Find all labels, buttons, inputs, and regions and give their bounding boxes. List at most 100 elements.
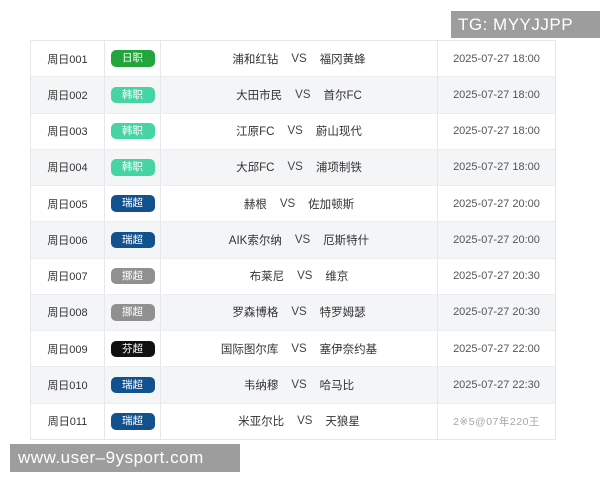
- home-team: 赫根: [243, 198, 267, 211]
- league-badge: 瑞超: [110, 195, 155, 212]
- match-code: 周日002: [31, 77, 105, 113]
- vs-label: VS: [297, 270, 313, 283]
- league-badge: 韩职: [110, 86, 155, 104]
- telegram-watermark-badge: TG: MYYJJPP: [451, 11, 600, 38]
- site-watermark-badge: www.user–9ysport.com: [10, 444, 240, 472]
- home-team: 浦和红钻: [232, 53, 279, 66]
- league-badge-cell: 芬超: [105, 331, 161, 367]
- match-code: 周日010: [31, 367, 105, 403]
- home-team: 国际图尔库: [220, 343, 279, 356]
- league-badge: 挪超: [110, 304, 155, 321]
- match-code: 周日008: [31, 294, 105, 331]
- league-badge-cell: 瑞超: [105, 186, 161, 222]
- match-teams: 布莱尼 VS 维京: [161, 258, 438, 294]
- home-team: 布莱尼: [249, 271, 285, 284]
- match-teams: 韦纳穆 VS 哈马比: [161, 367, 438, 403]
- table-row[interactable]: 周日009 芬超 国际图尔库 VS 塞伊奈约基 2025-07-27 22:00: [31, 331, 555, 368]
- match-time: 2025-07-27 22:00: [453, 342, 540, 355]
- vs-label: VS: [295, 88, 311, 101]
- match-time: 2025-07-27 20:00: [453, 233, 540, 246]
- league-badge-cell: 韩职: [105, 113, 161, 149]
- table-row[interactable]: 周日006 瑞超 AIK索尔纳 VS 厄斯特什 2025-07-27 20:00: [31, 222, 555, 259]
- match-time: 2025-07-27 20:30: [453, 306, 540, 319]
- table-row[interactable]: 周日011 瑞超 米亚尔比 VS 天狼星 2※5@07年220王: [31, 403, 555, 439]
- match-teams: 江原FC VS 蔚山现代: [161, 113, 438, 149]
- table-row[interactable]: 周日007 挪超 布莱尼 VS 维京 2025-07-27 20:30: [31, 258, 555, 295]
- table-row[interactable]: 周日010 瑞超 韦纳穆 VS 哈马比 2025-07-27 22:30: [31, 367, 555, 404]
- table-row[interactable]: 周日005 瑞超 赫根 VS 佐加顿斯 2025-07-27 20:00: [31, 186, 555, 223]
- vs-label: VS: [297, 415, 313, 428]
- away-team: 首尔FC: [323, 89, 362, 102]
- match-teams: 浦和红钻 VS 福冈黄蜂: [161, 41, 438, 77]
- away-team: 厄斯特什: [323, 234, 370, 247]
- match-time: 2025-07-27 18:00: [453, 88, 540, 101]
- match-time: 2025-07-27 18:00: [453, 125, 540, 138]
- league-badge-cell: 韩职: [105, 149, 161, 186]
- away-team: 蔚山现代: [315, 126, 362, 139]
- match-code: 周日005: [31, 186, 105, 222]
- vs-label: VS: [279, 197, 296, 210]
- away-team: 维京: [325, 271, 349, 284]
- league-badge-cell: 挪超: [105, 294, 161, 331]
- match-code: 周日001: [31, 41, 105, 77]
- away-team: 哈马比: [319, 380, 355, 393]
- match-teams: 大田市民 VS 首尔FC: [161, 77, 438, 113]
- match-code: 周日007: [31, 258, 105, 294]
- league-badge: 芬超: [110, 340, 155, 357]
- table-row[interactable]: 周日004 韩职 大邱FC VS 浦项制铁 2025-07-27 18:00: [31, 149, 555, 187]
- match-time: 2025-07-27 20:00: [453, 197, 540, 210]
- match-time: 2025-07-27 20:30: [453, 270, 540, 283]
- vs-label: VS: [291, 342, 307, 355]
- away-team: 特罗姆瑟: [319, 307, 366, 320]
- match-code: 周日006: [31, 222, 105, 258]
- league-badge: 韩职: [110, 159, 155, 176]
- vs-label: VS: [291, 306, 307, 319]
- league-badge: 韩职: [110, 122, 155, 140]
- match-code: 周日004: [31, 149, 105, 186]
- league-badge-cell: 日职: [105, 41, 161, 77]
- table-row[interactable]: 周日003 韩职 江原FC VS 蔚山现代 2025-07-27 18:00: [31, 113, 555, 150]
- vs-label: VS: [291, 52, 307, 65]
- league-badge-cell: 瑞超: [105, 222, 161, 258]
- league-badge: 挪超: [110, 267, 155, 285]
- league-badge: 瑞超: [110, 413, 155, 430]
- league-badge-cell: 瑞超: [105, 367, 161, 403]
- match-teams: 赫根 VS 佐加顿斯: [161, 186, 438, 222]
- away-team: 天狼星: [325, 416, 360, 429]
- match-teams: 国际图尔库 VS 塞伊奈约基: [161, 331, 438, 367]
- vs-label: VS: [294, 233, 311, 246]
- match-teams: 大邱FC VS 浦项制铁: [161, 149, 438, 186]
- vs-label: VS: [287, 161, 303, 174]
- match-teams: 米亚尔比 VS 天狼星: [161, 403, 438, 439]
- home-team: 大邱FC: [236, 162, 275, 175]
- table-row[interactable]: 周日002 韩职 大田市民 VS 首尔FC 2025-07-27 18:00: [31, 77, 555, 114]
- match-time: 2※5@07年220王: [453, 415, 540, 428]
- league-badge: 瑞超: [110, 231, 155, 249]
- match-code: 周日003: [31, 113, 105, 149]
- league-badge: 瑞超: [110, 376, 155, 394]
- home-team: 江原FC: [236, 126, 275, 139]
- league-badge-cell: 韩职: [105, 77, 161, 113]
- home-team: 韦纳穆: [243, 380, 279, 393]
- match-teams: 罗森博格 VS 特罗姆瑟: [161, 294, 438, 331]
- table-row[interactable]: 周日001 日职 浦和红钻 VS 福冈黄蜂 2025-07-27 18:00: [31, 41, 555, 78]
- match-time: 2025-07-27 18:00: [453, 52, 540, 65]
- home-team: 大田市民: [236, 89, 283, 102]
- league-badge-cell: 挪超: [105, 258, 161, 294]
- fixtures-table: 周日001 日职 浦和红钻 VS 福冈黄蜂 2025-07-27 18:00 周…: [30, 40, 556, 440]
- match-code: 周日009: [31, 331, 105, 367]
- match-teams: AIK索尔纳 VS 厄斯特什: [161, 222, 438, 258]
- table-row[interactable]: 周日008 挪超 罗森博格 VS 特罗姆瑟 2025-07-27 20:30: [31, 294, 555, 332]
- away-team: 塞伊奈约基: [319, 343, 378, 356]
- vs-label: VS: [291, 379, 307, 392]
- home-team: 罗森博格: [232, 307, 279, 320]
- vs-label: VS: [287, 125, 303, 138]
- match-code: 周日011: [31, 403, 105, 439]
- league-badge-cell: 瑞超: [105, 403, 161, 439]
- home-team: 米亚尔比: [238, 416, 285, 429]
- away-team: 福冈黄蜂: [319, 53, 366, 66]
- home-team: AIK索尔纳: [228, 234, 282, 247]
- away-team: 佐加顿斯: [308, 198, 355, 211]
- league-badge: 日职: [110, 50, 155, 67]
- away-team: 浦项制铁: [315, 162, 362, 175]
